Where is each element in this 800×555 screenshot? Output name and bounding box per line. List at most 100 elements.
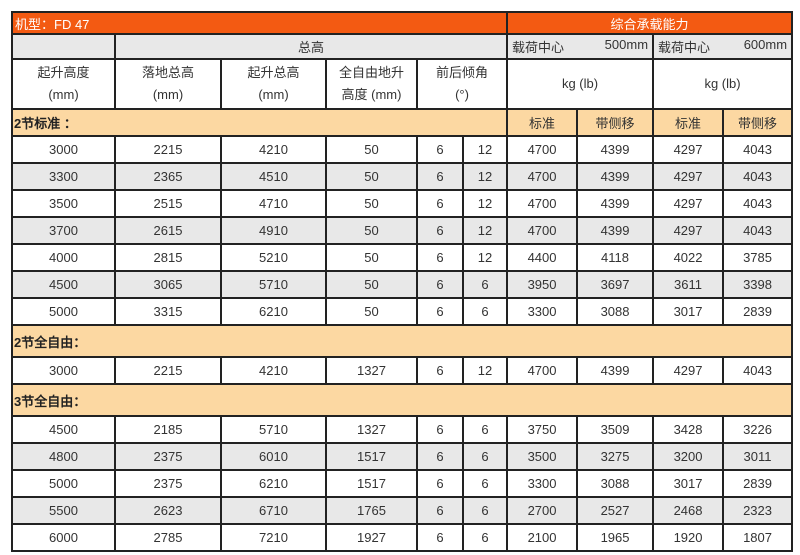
table-cell: 3300 — [506, 469, 579, 498]
table-cell: 4800 — [11, 442, 116, 471]
table-cell: 3500 — [11, 189, 116, 218]
table-cell: 4700 — [506, 356, 579, 385]
section-label: 2节标准 ： — [10, 108, 509, 137]
table-cell: 6 — [416, 469, 464, 498]
subcolumn-label: 标准 — [506, 108, 579, 137]
table-cell: 3611 — [652, 270, 725, 299]
table-cell: 2375 — [114, 442, 222, 471]
subcolumn-label: 标准 — [652, 108, 725, 137]
table-cell: 3000 — [11, 356, 116, 385]
table-cell: 3226 — [722, 415, 794, 444]
table-cell: 2185 — [114, 415, 222, 444]
table-cell: 50 — [325, 270, 418, 299]
table-cell: 2839 — [722, 469, 794, 498]
table-cell: 2215 — [114, 356, 222, 385]
table-cell: 6 — [416, 496, 464, 525]
section-label: 2节全自由： — [10, 324, 794, 358]
header-raised: 起升总高 (mm) — [220, 58, 327, 110]
table-cell: 4700 — [506, 135, 579, 164]
table-cell: 3428 — [652, 415, 725, 444]
header-kg-600: kg (lb) — [652, 58, 794, 110]
header-free-lift: 全自由地升 高度 (mm) — [325, 58, 418, 110]
table-cell: 5500 — [11, 496, 116, 525]
table-cell: 6 — [416, 270, 464, 299]
table-cell: 6 — [416, 442, 464, 471]
table-cell: 3275 — [576, 442, 655, 471]
table-row: 4800 2375 6010 1517 6 6 3500 3275 3200 3011 — [11, 442, 794, 471]
table-cell: 3300 — [11, 162, 116, 191]
table-cell: 50 — [325, 135, 418, 164]
table-cell: 3011 — [722, 442, 794, 471]
table-cell: 3017 — [652, 469, 725, 498]
table-cell: 5710 — [220, 415, 327, 444]
table-cell: 2815 — [114, 243, 222, 272]
capacity-title: 综合承载能力 — [506, 11, 794, 35]
header-lowered: 落地总高 (mm) — [114, 58, 222, 110]
table-cell: 4500 — [11, 415, 116, 444]
table-cell: 4043 — [722, 356, 794, 385]
table-cell: 1327 — [325, 356, 418, 385]
table-cell: 6 — [416, 135, 464, 164]
table-cell: 3750 — [506, 415, 579, 444]
section-row: 2节全自由： — [10, 324, 794, 358]
subheader-row: 总高 载荷中心 500mm 载荷中心 600mm — [11, 33, 794, 60]
table-cell: 3017 — [652, 297, 725, 326]
table-cell: 4500 — [11, 270, 116, 299]
table-cell: 6 — [461, 270, 509, 299]
table-cell: 6 — [461, 523, 509, 552]
table-cell: 2839 — [722, 297, 794, 326]
table-cell: 4043 — [722, 135, 794, 164]
table-cell: 2700 — [506, 496, 579, 525]
table-cell: 4910 — [220, 216, 327, 245]
table-cell: 4400 — [506, 243, 579, 272]
table-cell: 2623 — [114, 496, 222, 525]
table-cell: 6210 — [220, 297, 327, 326]
table-cell: 4043 — [722, 189, 794, 218]
table-cell: 4700 — [506, 216, 579, 245]
table-cell: 6 — [461, 415, 509, 444]
table-cell: 4710 — [220, 189, 327, 218]
table-cell: 2515 — [114, 189, 222, 218]
table-cell: 50 — [325, 216, 418, 245]
table-cell: 4297 — [652, 135, 725, 164]
table-cell: 4399 — [576, 216, 655, 245]
table-cell: 3398 — [722, 270, 794, 299]
table-cell: 12 — [461, 356, 509, 385]
table-cell: 1327 — [325, 415, 418, 444]
table-row: 3300 2365 4510 50 6 12 4700 4399 4297 4043 — [11, 162, 794, 191]
table-cell: 2100 — [506, 523, 579, 552]
table-cell: 1927 — [325, 523, 418, 552]
table-cell: 4022 — [652, 243, 725, 272]
table-cell: 6210 — [220, 469, 327, 498]
table-cell: 12 — [461, 162, 509, 191]
table-cell: 3300 — [506, 297, 579, 326]
header-row: 起升高度 (mm) 落地总高 (mm) 起升总高 (mm) 全自由地升 高度 (mm) … — [11, 58, 794, 110]
table-cell: 4297 — [652, 356, 725, 385]
table-row: 5000 2375 6210 1517 6 6 3300 3088 3017 2839 — [11, 469, 794, 498]
total-height-label: 总高 — [113, 33, 509, 60]
title-row: 机型：FD 47 综合承载能力 — [10, 11, 794, 35]
table-cell: 3065 — [114, 270, 222, 299]
table-cell: 5710 — [220, 270, 327, 299]
table-cell: 4510 — [220, 162, 327, 191]
table-cell: 6710 — [220, 496, 327, 525]
table-cell: 50 — [325, 162, 418, 191]
table-cell: 6 — [416, 297, 464, 326]
table-cell: 3950 — [506, 270, 579, 299]
table-cell: 12 — [461, 189, 509, 218]
table-cell: 4043 — [722, 162, 794, 191]
table-cell: 4210 — [220, 356, 327, 385]
table-cell: 3785 — [722, 243, 794, 272]
table-cell: 50 — [325, 243, 418, 272]
table-cell: 4297 — [652, 162, 725, 191]
table-cell: 6 — [416, 415, 464, 444]
table-cell: 4399 — [576, 189, 655, 218]
table-cell: 6 — [461, 442, 509, 471]
table-cell: 1807 — [722, 523, 794, 552]
table-cell: 4700 — [506, 189, 579, 218]
table-cell: 6 — [461, 469, 509, 498]
table-cell: 6 — [461, 297, 509, 326]
table-row: 6000 2785 7210 1927 6 6 2100 1965 1920 1807 — [11, 523, 794, 552]
table-row: 4500 3065 5710 50 6 6 3950 3697 3611 3398 — [11, 270, 794, 299]
table-row: 3500 2515 4710 50 6 12 4700 4399 4297 4043 — [11, 189, 794, 218]
